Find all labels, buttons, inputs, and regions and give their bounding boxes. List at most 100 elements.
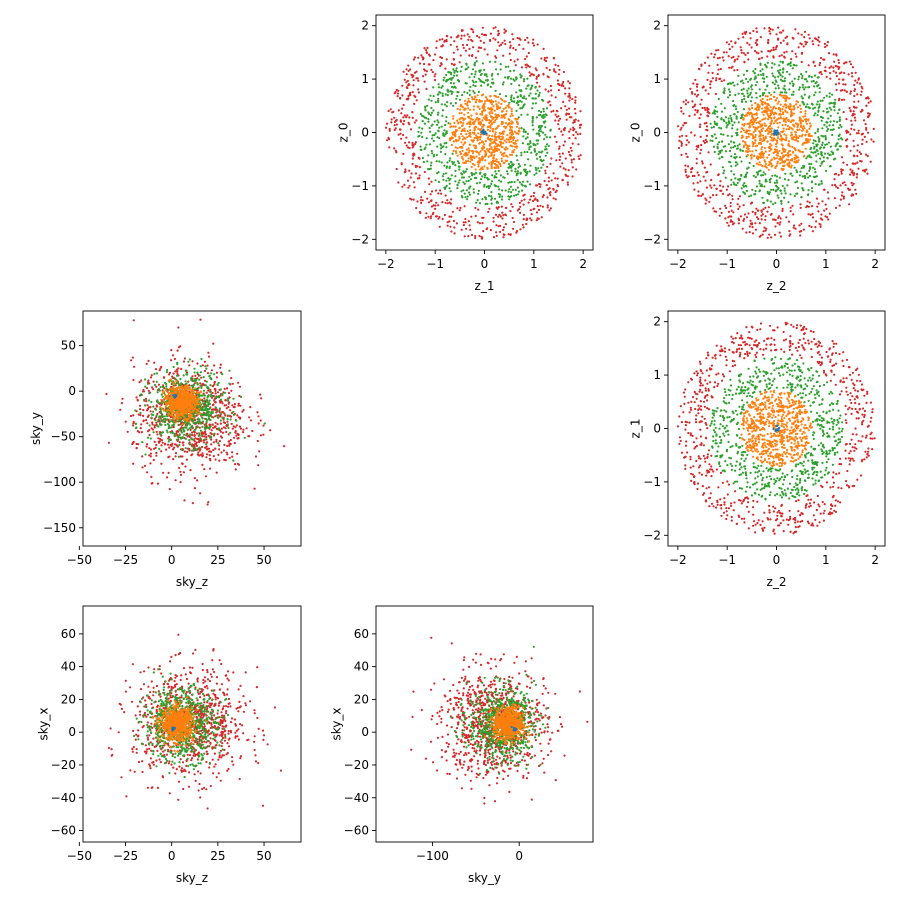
scatter-point [449, 81, 453, 85]
scatter-point [436, 113, 440, 116]
scatter-point [522, 105, 525, 108]
scatter-point [105, 392, 108, 396]
scatter-point [227, 440, 231, 443]
scatter-point [821, 127, 824, 130]
scatter-point [238, 394, 241, 398]
scatter-point [494, 38, 497, 41]
scatter-point [535, 77, 538, 80]
scatter-point [430, 111, 433, 114]
scatter-point [824, 45, 827, 49]
scatter-point [789, 153, 792, 156]
scatter-point [531, 84, 534, 87]
scatter-point [230, 377, 233, 380]
scatter-point [437, 180, 441, 183]
scatter-point [491, 134, 494, 138]
scatter-point [690, 131, 693, 134]
scatter-point [835, 54, 838, 57]
scatter-point [418, 174, 421, 177]
scatter-point [697, 67, 701, 71]
scatter-point [800, 43, 803, 46]
scatter-point [523, 198, 526, 201]
scatter-point [800, 125, 803, 128]
scatter-point [802, 189, 805, 192]
scatter-point [248, 416, 251, 419]
scatter-point [444, 123, 447, 127]
scatter-point [520, 199, 523, 202]
scatter-point [450, 230, 453, 233]
scatter-point [228, 456, 231, 459]
scatter-point [455, 74, 458, 77]
scatter-point [731, 220, 734, 223]
scatter-point [537, 74, 540, 78]
scatter-point [776, 118, 779, 121]
scatter-point [494, 184, 498, 188]
scatter-point [519, 171, 522, 174]
scatter-point [824, 203, 827, 206]
scatter-point [479, 39, 482, 43]
scatter-point [487, 178, 490, 181]
scatter-point [542, 110, 545, 113]
scatter-point [726, 83, 730, 86]
y-tick-label: 2 [361, 19, 369, 33]
scatter-point [763, 27, 766, 30]
scatter-point [439, 147, 443, 150]
scatter-point [435, 201, 438, 204]
scatter-point [817, 152, 820, 155]
scatter-point [743, 217, 746, 221]
scatter-point [561, 162, 564, 165]
scatter-point [748, 126, 751, 129]
scatter-point [543, 138, 546, 141]
scatter-point [453, 134, 456, 137]
scatter-point [853, 128, 856, 131]
scatter-point [142, 390, 145, 393]
scatter-point [449, 177, 452, 180]
scatter-point [820, 73, 823, 76]
scatter-point [538, 170, 541, 173]
scatter-point [833, 183, 837, 186]
scatter-point [452, 51, 455, 54]
scatter-point [792, 108, 796, 111]
scatter-point [848, 188, 852, 191]
scatter-point [427, 98, 430, 101]
scatter-point [479, 113, 482, 116]
scatter-point [540, 160, 544, 163]
scatter-point [492, 105, 495, 108]
scatter-point [484, 154, 487, 157]
scatter-point [794, 138, 797, 142]
scatter-point [432, 109, 435, 112]
scatter-point [513, 180, 516, 184]
scatter-point [510, 169, 513, 172]
scatter-point [768, 233, 771, 236]
y-axis-label: z_0 [629, 123, 643, 143]
scatter-point [154, 446, 157, 449]
scatter-point [510, 153, 514, 156]
scatter-point [782, 105, 785, 108]
scatter-point [391, 111, 394, 114]
scatter-point [749, 93, 752, 96]
scatter-point [865, 140, 868, 143]
scatter-point [500, 205, 503, 208]
scatter-point [755, 96, 758, 99]
scatter-point [501, 211, 504, 214]
scatter-point [761, 68, 764, 71]
scatter-point [556, 79, 560, 82]
scatter-point [491, 103, 494, 106]
scatter-point [131, 442, 134, 446]
scatter-point [488, 111, 491, 114]
scatter-point [168, 455, 171, 458]
scatter-point [571, 97, 574, 101]
scatter-point [508, 118, 511, 121]
scatter-point [139, 414, 142, 417]
scatter-point [794, 122, 798, 125]
scatter-point [735, 131, 739, 134]
scatter-point [522, 213, 526, 216]
scatter-point [388, 146, 391, 149]
scatter-point [793, 166, 796, 169]
scatter-point [783, 56, 786, 59]
scatter-point [535, 172, 538, 175]
scatter-point [449, 225, 452, 228]
scatter-point [838, 116, 841, 119]
scatter-point [699, 135, 702, 138]
scatter-points [105, 318, 286, 506]
scatter-point [142, 419, 145, 422]
